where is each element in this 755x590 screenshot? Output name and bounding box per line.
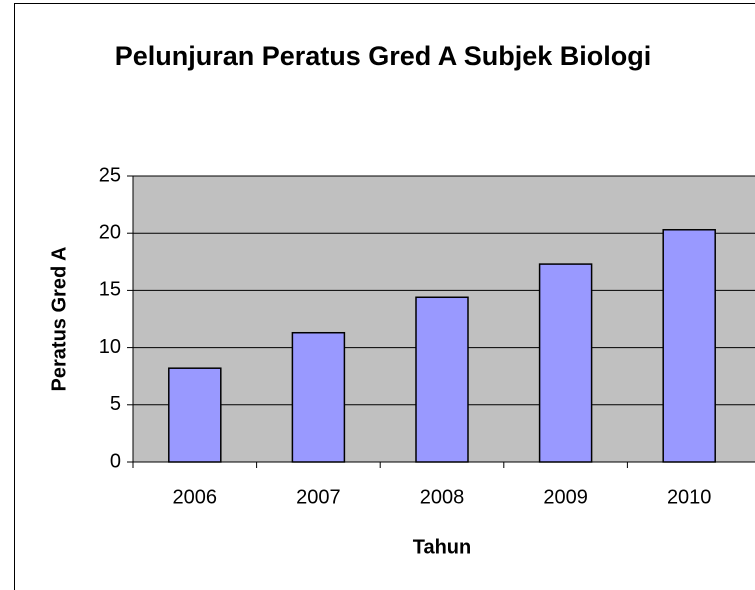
y-tick-label: 0: [110, 450, 121, 472]
chart-frame: [14, 3, 755, 590]
bar: [662, 229, 716, 463]
y-tick-label: 10: [99, 336, 121, 358]
x-axis-title: Tahun: [413, 536, 472, 558]
x-tick-label: 2010: [667, 486, 712, 508]
bar: [538, 263, 593, 463]
chart-title: Pelunjuran Peratus Gred A Subjek Biologi: [114, 41, 652, 71]
bar: [415, 296, 469, 463]
y-tick-label: 5: [110, 393, 121, 415]
x-tick-label: 2008: [420, 486, 465, 508]
y-tick-label: 20: [99, 221, 121, 243]
x-tick-label: 2006: [173, 486, 218, 508]
x-tick-label: 2007: [296, 486, 341, 508]
bar: [291, 331, 346, 463]
bar: [168, 367, 222, 463]
y-tick-label: 15: [99, 279, 121, 301]
y-axis-title: Peratus Gred A: [48, 247, 70, 392]
x-tick-label: 2009: [543, 486, 588, 508]
y-tick-label: 25: [99, 164, 121, 186]
